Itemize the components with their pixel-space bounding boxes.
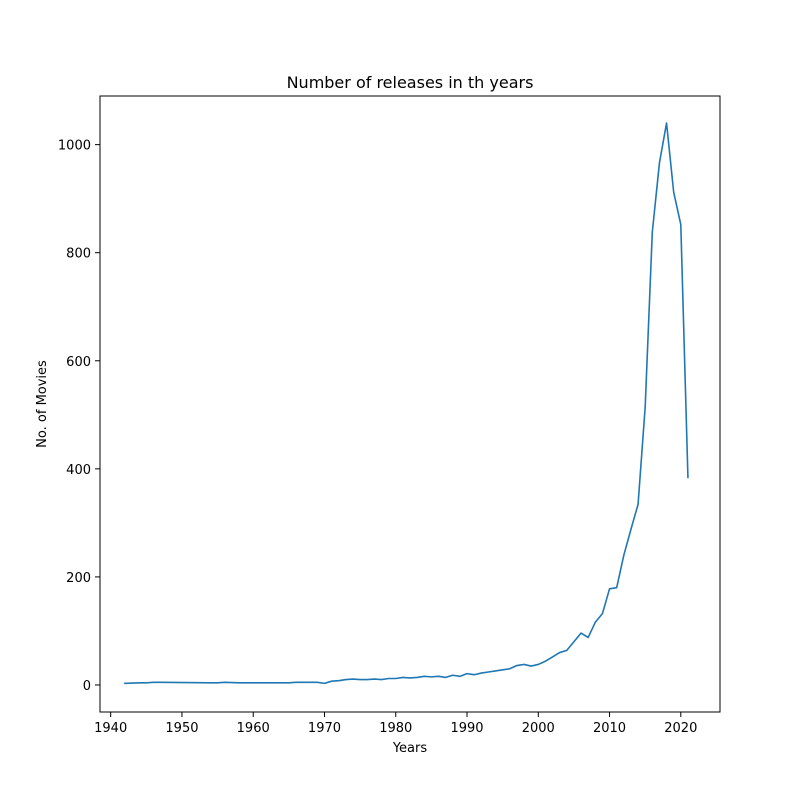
y-axis-ticks: 0 200 400 600 800 1000 (58, 139, 100, 694)
y-axis-label: No. of Movies (35, 360, 50, 448)
x-tick-label: 1950 (165, 721, 198, 736)
x-axis-ticks: 1940 1950 1960 1970 1980 1990 2000 2010 2020 (94, 712, 697, 736)
x-tick-label: 1960 (237, 721, 270, 736)
y-tick-label: 600 (66, 355, 91, 370)
x-tick-label: 2020 (664, 721, 697, 736)
x-tick-label: 2010 (593, 721, 626, 736)
y-tick-label: 0 (83, 679, 91, 694)
x-tick-label: 1990 (450, 721, 483, 736)
y-tick-label: 400 (66, 463, 91, 478)
x-tick-label: 1970 (308, 721, 341, 736)
series-line (124, 122, 689, 685)
plot-frame (99, 95, 721, 713)
y-tick-label: 1000 (58, 139, 91, 154)
chart-title: Number of releases in th years (287, 73, 534, 92)
x-tick-label: 1940 (94, 721, 127, 736)
y-tick-label: 200 (66, 571, 91, 586)
x-tick-label: 2000 (522, 721, 555, 736)
x-axis-label: Years (392, 741, 428, 756)
y-tick-label: 800 (66, 247, 91, 262)
x-tick-label: 1980 (379, 721, 412, 736)
